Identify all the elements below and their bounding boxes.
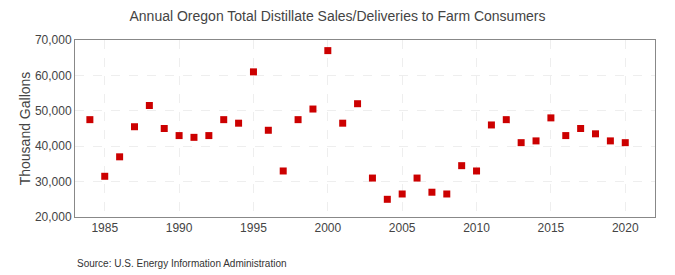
svg-text:2000: 2000 xyxy=(314,221,341,235)
svg-text:2020: 2020 xyxy=(612,221,639,235)
svg-text:30,000: 30,000 xyxy=(35,175,72,189)
svg-text:Thousand Gallons: Thousand Gallons xyxy=(17,72,33,186)
svg-text:40,000: 40,000 xyxy=(35,139,72,153)
svg-text:2015: 2015 xyxy=(538,221,565,235)
svg-text:Source: U.S. Energy Informatio: Source: U.S. Energy Information Administ… xyxy=(77,258,287,269)
svg-text:70,000: 70,000 xyxy=(35,33,72,47)
svg-text:Annual Oregon Total Distillate: Annual Oregon Total Distillate Sales/Del… xyxy=(129,8,545,24)
svg-text:2010: 2010 xyxy=(463,221,490,235)
svg-text:60,000: 60,000 xyxy=(35,69,72,83)
svg-text:1985: 1985 xyxy=(91,221,118,235)
svg-text:1995: 1995 xyxy=(240,221,267,235)
svg-text:1990: 1990 xyxy=(166,221,193,235)
svg-text:20,000: 20,000 xyxy=(35,210,72,224)
svg-text:50,000: 50,000 xyxy=(35,104,72,118)
svg-text:2005: 2005 xyxy=(389,221,416,235)
